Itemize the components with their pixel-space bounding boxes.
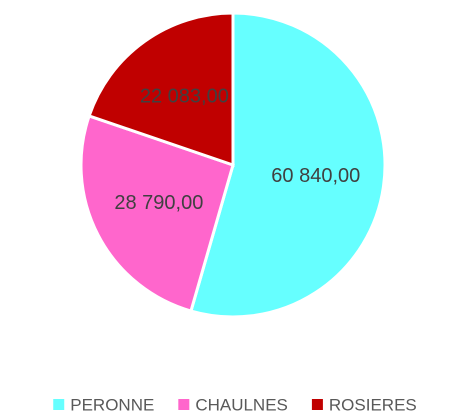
data-label: 22 083,00	[140, 85, 229, 107]
pie-slice	[189, 11, 387, 319]
legend-swatch	[311, 399, 323, 410]
pie-slice	[87, 11, 235, 168]
pie-slice	[79, 114, 235, 313]
legend-swatch	[178, 399, 190, 410]
data-label: 28 790,00	[114, 192, 203, 214]
legend-label: CHAULNES	[195, 395, 288, 414]
data-label: 60 840,00	[271, 165, 360, 187]
legend-swatch	[53, 399, 65, 410]
legend-label: PERONNE	[70, 395, 154, 414]
legend-label: ROSIERES	[329, 395, 417, 414]
